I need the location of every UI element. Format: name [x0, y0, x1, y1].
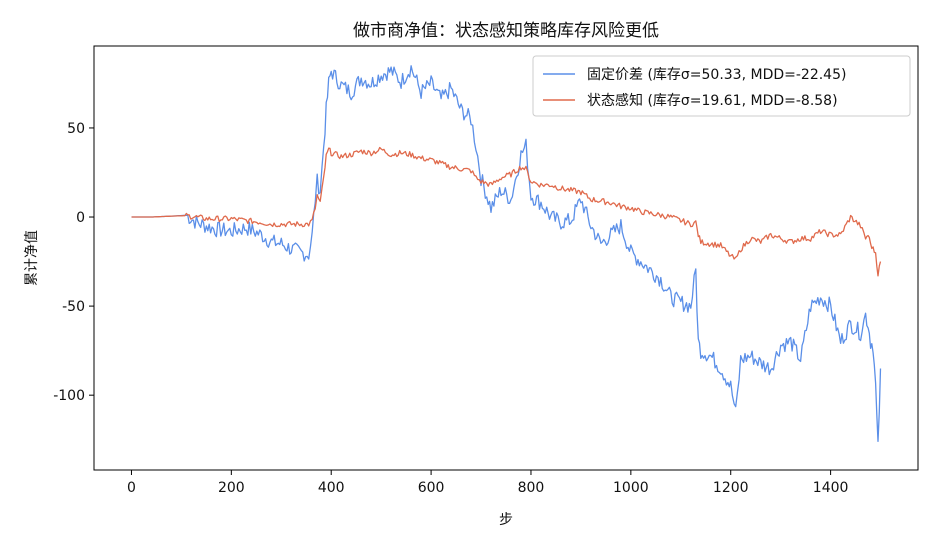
series-line-0 [131, 65, 882, 443]
plot-area [93, 45, 919, 471]
x-tick-label: 800 [518, 480, 545, 496]
plot-lines [131, 65, 882, 443]
x-axis: 0 200 400 600 800 1000 1200 1400 [127, 470, 848, 496]
x-tick-label: 1400 [813, 480, 849, 496]
legend-box [532, 55, 911, 117]
x-axis-label: 步 [499, 512, 513, 528]
series-line-1 [131, 146, 882, 277]
legend-label-0: 固定价差 (库存σ=50.33, MDD=-22.45) [587, 67, 846, 83]
legend: 固定价差 (库存σ=50.33, MDD=-22.45) 状态感知 (库存σ=19… [532, 55, 911, 117]
y-tick-label: 50 [67, 121, 85, 137]
y-axis: -100 -50 0 50 [53, 121, 94, 404]
x-tick-label: 200 [218, 480, 245, 496]
chart-title: 做市商净值：状态感知策略库存风险更低 [353, 21, 659, 41]
y-tick-label: -100 [53, 388, 85, 404]
x-tick-label: 600 [418, 480, 445, 496]
x-tick-label: 0 [127, 480, 136, 496]
x-tick-label: 1000 [613, 480, 649, 496]
y-tick-label: 0 [76, 210, 85, 226]
legend-label-1: 状态感知 (库存σ=19.61, MDD=-8.58) [587, 92, 838, 109]
y-tick-label: -50 [62, 299, 85, 315]
x-tick-label: 1200 [713, 480, 749, 496]
y-axis-label: 累计净值 [24, 230, 40, 286]
x-tick-label: 400 [318, 480, 345, 496]
